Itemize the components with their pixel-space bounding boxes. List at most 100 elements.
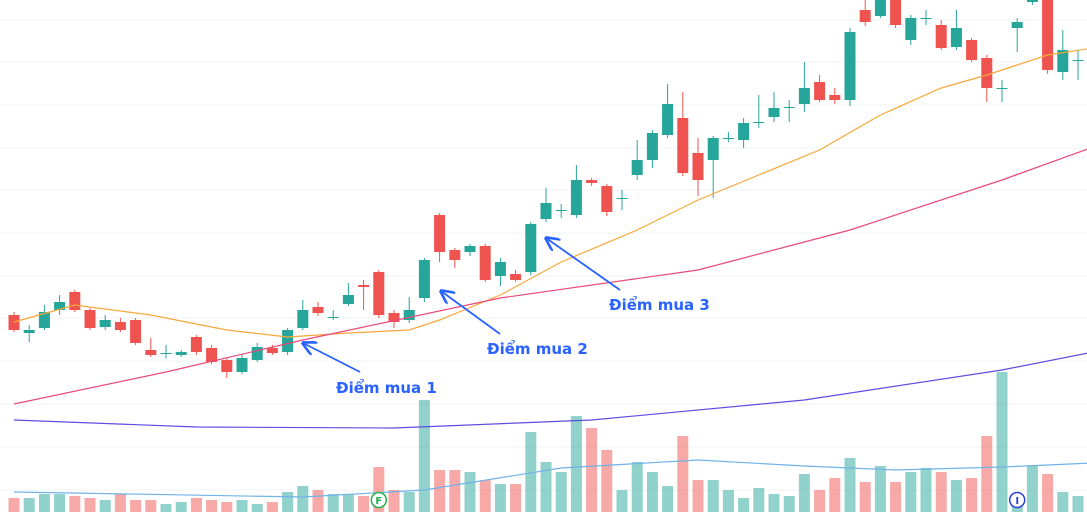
- candle-body: [38, 312, 50, 328]
- volume-bar: [403, 492, 415, 512]
- volume-layer: [8, 372, 1087, 512]
- annotation: Điểm mua 3: [609, 295, 710, 314]
- candle-body: [297, 310, 309, 328]
- candle-body: [479, 246, 491, 280]
- volume-bar: [874, 466, 886, 512]
- event-marker-label: I: [1015, 496, 1019, 507]
- grid: [0, 19, 1087, 491]
- volume-bar: [722, 490, 734, 512]
- candle-body: [8, 315, 20, 330]
- volume-bar: [540, 462, 552, 512]
- volume-bar: [950, 480, 962, 512]
- volume-bar: [69, 496, 81, 512]
- volume-bar: [966, 478, 978, 512]
- candle-body: [160, 353, 172, 354]
- annotation: Điểm mua 1: [336, 378, 437, 397]
- volume-bar: [844, 458, 856, 512]
- volume-bar: [236, 500, 248, 512]
- volume-bar: [692, 480, 704, 512]
- volume-bar: [327, 494, 339, 512]
- volume-bar: [616, 490, 628, 512]
- volume-bar: [464, 472, 476, 512]
- candle-body: [798, 88, 810, 104]
- candle-body: [859, 10, 871, 22]
- candle-body: [114, 322, 126, 330]
- candle-body: [434, 215, 446, 252]
- volume-bar: [206, 500, 218, 512]
- candle-body: [1042, 0, 1054, 70]
- candle-body: [54, 302, 66, 310]
- candle-body: [23, 330, 35, 333]
- volume-bar: [358, 496, 370, 512]
- candle-body: [221, 360, 233, 372]
- volume-bar: [662, 486, 674, 512]
- candle-body: [99, 320, 111, 327]
- volume-bar: [99, 500, 111, 512]
- candle-body: [586, 180, 598, 183]
- volume-bar: [920, 468, 932, 512]
- candle-body: [206, 348, 218, 362]
- candle-body: [312, 307, 324, 313]
- candle-body: [722, 138, 734, 139]
- volume-bar: [479, 480, 491, 512]
- candle-body: [525, 224, 537, 272]
- volume-bar: [145, 500, 157, 512]
- candle-body: [890, 0, 902, 25]
- volume-bar: [282, 492, 294, 512]
- volume-bar: [373, 467, 385, 512]
- volume-bar: [1026, 466, 1038, 512]
- volume-bar: [8, 498, 20, 512]
- volume-bar: [738, 498, 750, 512]
- volume-bar: [418, 400, 430, 512]
- volume-bar: [388, 490, 400, 512]
- line: [13, 459, 1087, 498]
- volume-bar: [798, 474, 810, 512]
- volume-bar: [1042, 474, 1054, 512]
- volume-bar: [130, 500, 142, 512]
- candle-body: [601, 186, 613, 212]
- volume-bar: [555, 472, 567, 512]
- volume-bar: [586, 428, 598, 512]
- volume-bar: [890, 482, 902, 512]
- volume-bar: [494, 484, 506, 512]
- candle-body: [251, 347, 263, 360]
- volume-bar: [601, 450, 613, 512]
- candle-body: [282, 330, 294, 352]
- candle-body: [646, 133, 658, 160]
- volume-bar: [175, 502, 187, 512]
- volume-bar: [570, 416, 582, 512]
- arrows: [303, 238, 621, 373]
- volume-bar: [707, 480, 719, 512]
- event-marker: [1008, 491, 1026, 509]
- volume-bar: [768, 494, 780, 512]
- volume-bar: [221, 502, 233, 512]
- candle-body: [327, 317, 339, 318]
- candle-body: [510, 274, 522, 280]
- volume-bar: [251, 504, 263, 512]
- volume-bar: [190, 498, 202, 512]
- candle-body: [69, 292, 81, 310]
- candle-body: [388, 313, 400, 322]
- volume-bar: [84, 498, 96, 512]
- candle-body: [494, 262, 506, 276]
- candle-body: [373, 272, 385, 315]
- line: [13, 48, 1087, 338]
- candle-body: [814, 82, 826, 100]
- candle-body: [920, 18, 932, 19]
- candle-body: [1057, 50, 1069, 72]
- candle-body: [996, 88, 1008, 89]
- volume-bar: [829, 478, 841, 512]
- volume-bar: [631, 462, 643, 512]
- candle-body: [753, 122, 765, 123]
- candle-body: [844, 32, 856, 100]
- volume-bar: [297, 486, 309, 512]
- candle-body: [738, 123, 750, 140]
- volume-bar: [935, 472, 947, 512]
- candle-body: [692, 153, 704, 180]
- candle-body: [829, 95, 841, 100]
- volume-bar: [646, 472, 658, 512]
- candle-body: [1072, 60, 1084, 61]
- volume-bar: [510, 484, 522, 512]
- candle-body: [631, 160, 643, 175]
